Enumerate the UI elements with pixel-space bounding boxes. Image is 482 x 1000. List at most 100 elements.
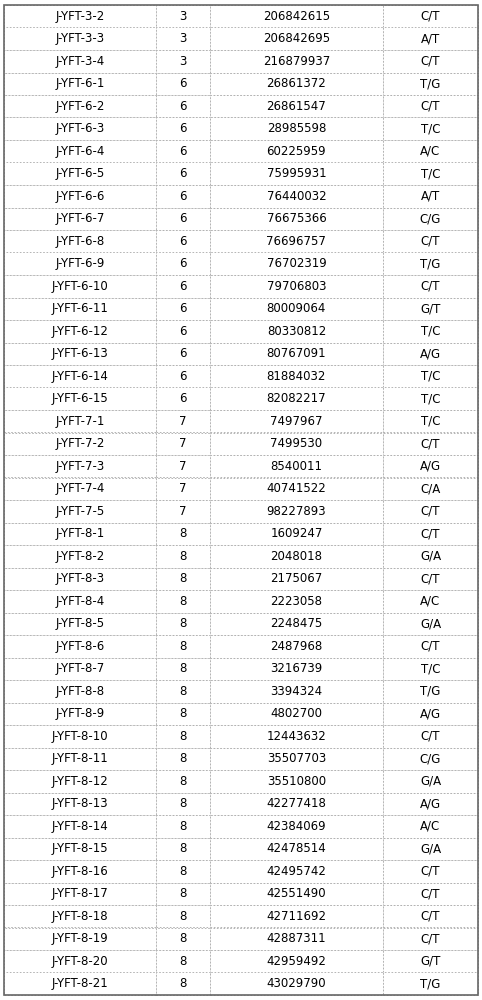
Bar [156,590,210,612]
Bar [383,590,478,612]
Text: 42887311: 42887311 [267,932,326,945]
Bar [210,298,383,320]
Text: 7: 7 [179,460,187,473]
Bar [156,928,210,950]
Text: 216879937: 216879937 [263,55,330,68]
Text: J-YFT-8-4: J-YFT-8-4 [55,595,105,608]
Bar [383,73,478,95]
Text: J-YFT-8-16: J-YFT-8-16 [52,865,108,878]
Bar [210,792,383,815]
Bar [383,658,478,680]
Text: 2223058: 2223058 [270,595,322,608]
Bar [156,770,210,792]
Bar [383,208,478,230]
Bar [156,5,210,27]
Text: C/T: C/T [421,640,440,653]
Text: C/G: C/G [420,752,441,765]
Bar [156,27,210,50]
Bar [210,658,383,680]
Text: 6: 6 [179,325,187,338]
Text: C/T: C/T [421,572,440,585]
Text: 3: 3 [179,55,187,68]
Bar [156,747,210,770]
Bar [383,972,478,995]
Text: C/T: C/T [421,910,440,923]
Text: 8: 8 [179,977,187,990]
Text: J-YFT-6-7: J-YFT-6-7 [55,212,105,225]
Text: C/T: C/T [421,527,440,540]
Text: C/T: C/T [421,730,440,743]
Text: C/T: C/T [421,10,440,23]
Bar [383,5,478,27]
Text: 8: 8 [179,617,187,630]
Bar [383,230,478,252]
Bar [210,770,383,792]
Bar [4,972,156,995]
Bar [4,658,156,680]
Bar [4,747,156,770]
Bar [4,252,156,275]
Text: C/T: C/T [421,437,440,450]
Bar [383,185,478,208]
Bar [4,5,156,27]
Text: 8: 8 [179,662,187,675]
Bar [210,882,383,905]
Bar [210,905,383,927]
Text: 8: 8 [179,527,187,540]
Bar [383,365,478,387]
Bar [383,747,478,770]
Bar [156,478,210,500]
Text: 35510800: 35510800 [267,775,326,788]
Bar [210,27,383,50]
Text: J-YFT-6-5: J-YFT-6-5 [55,167,105,180]
Text: T/G: T/G [420,77,441,90]
Bar [383,703,478,725]
Bar [383,342,478,365]
Text: 8540011: 8540011 [270,460,322,473]
Text: 81884032: 81884032 [267,370,326,383]
Text: 98227893: 98227893 [267,505,326,518]
Text: J-YFT-7-3: J-YFT-7-3 [55,460,105,473]
Text: J-YFT-6-15: J-YFT-6-15 [52,392,108,405]
Text: J-YFT-7-2: J-YFT-7-2 [55,437,105,450]
Text: A/G: A/G [420,347,441,360]
Bar [156,208,210,230]
Bar [210,5,383,27]
Text: 82082217: 82082217 [267,392,326,405]
Bar [156,410,210,432]
Text: 42711692: 42711692 [267,910,326,923]
Text: 6: 6 [179,302,187,315]
Text: 6: 6 [179,370,187,383]
Bar [383,928,478,950]
Text: T/C: T/C [421,122,440,135]
Text: 8: 8 [179,910,187,923]
Text: T/C: T/C [421,415,440,428]
Bar [383,298,478,320]
Bar [156,432,210,455]
Text: J-YFT-8-3: J-YFT-8-3 [55,572,105,585]
Text: T/C: T/C [421,662,440,675]
Text: C/T: C/T [421,100,440,113]
Text: 8: 8 [179,865,187,878]
Bar [210,972,383,995]
Text: J-YFT-6-8: J-YFT-6-8 [55,235,105,248]
Text: 2048018: 2048018 [270,550,322,563]
Bar [156,635,210,658]
Bar [383,635,478,658]
Text: 79706803: 79706803 [267,280,326,293]
Bar [210,500,383,522]
Bar [210,860,383,882]
Text: G/A: G/A [420,550,441,563]
Text: 6: 6 [179,280,187,293]
Bar [210,410,383,432]
Text: 6: 6 [179,212,187,225]
Bar [156,680,210,702]
Text: J-YFT-7-1: J-YFT-7-1 [55,415,105,428]
Bar [383,882,478,905]
Text: 6: 6 [179,100,187,113]
Bar [383,410,478,432]
Bar [4,410,156,432]
Text: 206842615: 206842615 [263,10,330,23]
Bar [210,73,383,95]
Text: 8: 8 [179,640,187,653]
